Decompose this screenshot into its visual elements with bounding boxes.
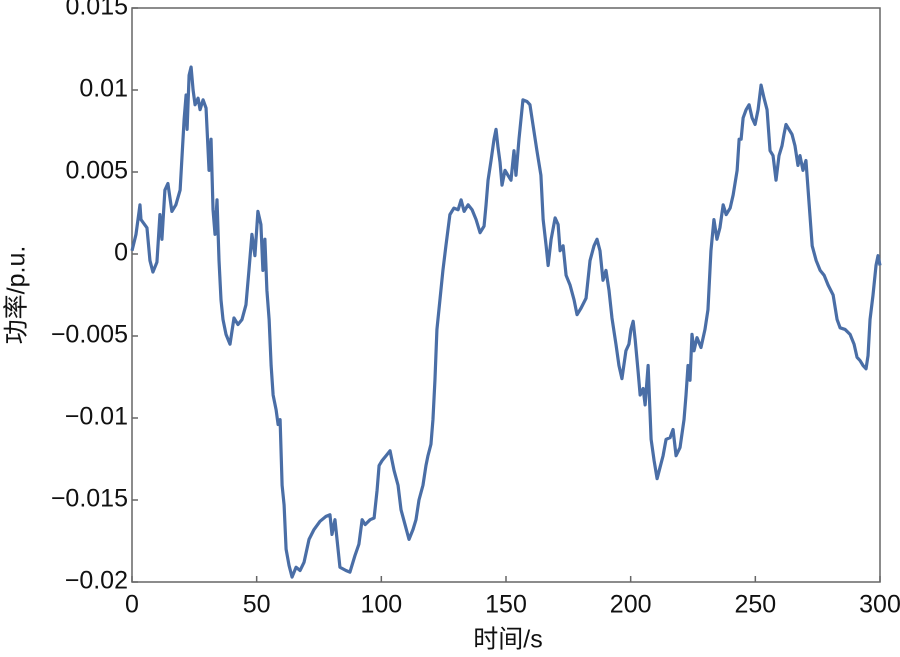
x-axis-label: 时间/s — [473, 626, 542, 654]
y-tick-label: 0.015 — [65, 0, 128, 21]
data-line — [130, 65, 882, 579]
y-tick-label: −0.005 — [51, 321, 128, 349]
x-tick-label: 300 — [859, 591, 900, 619]
y-tick-label: 0.01 — [79, 75, 128, 103]
x-tick-label: 0 — [125, 591, 139, 619]
y-tick-label: 0 — [114, 239, 128, 267]
x-tick-label: 150 — [485, 591, 527, 619]
plot-frame — [131, 7, 881, 583]
x-tick-label: 100 — [360, 591, 402, 619]
y-tick-label: −0.02 — [65, 567, 128, 595]
x-tick-label: 50 — [243, 591, 271, 619]
x-tick-label: 200 — [610, 591, 652, 619]
y-tick-label: −0.01 — [65, 403, 128, 431]
y-tick-label: −0.015 — [51, 485, 128, 513]
y-axis-label: 功率/p.u. — [3, 246, 31, 345]
y-tick-label: 0.005 — [65, 157, 128, 185]
x-tick-label: 250 — [734, 591, 776, 619]
